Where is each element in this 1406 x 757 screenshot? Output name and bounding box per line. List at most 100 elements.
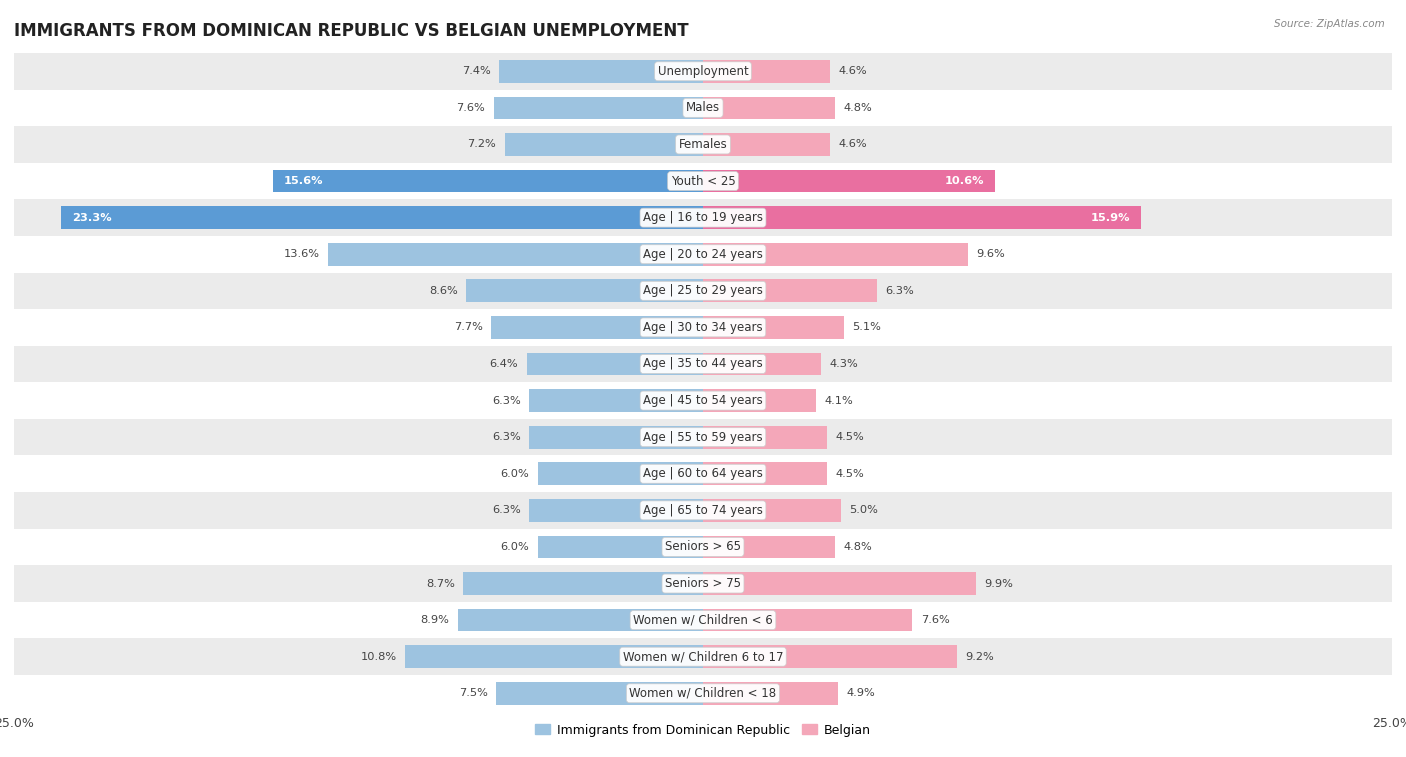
Text: 5.1%: 5.1% xyxy=(852,322,880,332)
Text: 7.7%: 7.7% xyxy=(454,322,482,332)
Bar xyxy=(703,463,827,485)
Bar xyxy=(703,243,967,266)
Bar xyxy=(14,528,1392,565)
Bar xyxy=(60,207,703,229)
Bar xyxy=(491,316,703,338)
Text: 15.9%: 15.9% xyxy=(1091,213,1130,223)
Bar xyxy=(703,572,976,595)
Text: 4.6%: 4.6% xyxy=(838,139,866,149)
Bar xyxy=(527,353,703,375)
Bar xyxy=(273,170,703,192)
Text: 8.6%: 8.6% xyxy=(429,286,458,296)
Text: Age | 20 to 24 years: Age | 20 to 24 years xyxy=(643,248,763,260)
Bar xyxy=(14,53,1392,89)
Bar xyxy=(703,426,827,448)
Text: 4.9%: 4.9% xyxy=(846,688,875,698)
Bar xyxy=(463,572,703,595)
Bar xyxy=(14,89,1392,126)
Text: 6.4%: 6.4% xyxy=(489,359,519,369)
Bar xyxy=(14,236,1392,273)
Text: Women w/ Children < 18: Women w/ Children < 18 xyxy=(630,687,776,699)
Text: Age | 30 to 34 years: Age | 30 to 34 years xyxy=(643,321,763,334)
Text: 7.4%: 7.4% xyxy=(463,67,491,76)
Bar xyxy=(14,638,1392,675)
Text: Age | 65 to 74 years: Age | 65 to 74 years xyxy=(643,504,763,517)
Bar xyxy=(703,609,912,631)
Bar xyxy=(537,536,703,558)
Bar xyxy=(465,279,703,302)
Text: 7.2%: 7.2% xyxy=(468,139,496,149)
Bar xyxy=(703,60,830,83)
Text: Age | 45 to 54 years: Age | 45 to 54 years xyxy=(643,394,763,407)
Text: 9.2%: 9.2% xyxy=(965,652,994,662)
Text: 5.0%: 5.0% xyxy=(849,506,877,516)
Text: Females: Females xyxy=(679,138,727,151)
Bar xyxy=(530,499,703,522)
Bar xyxy=(537,463,703,485)
Text: 6.3%: 6.3% xyxy=(884,286,914,296)
Text: 9.6%: 9.6% xyxy=(976,249,1004,259)
Bar xyxy=(703,279,876,302)
Bar xyxy=(14,273,1392,309)
Bar xyxy=(703,97,835,119)
Bar xyxy=(703,316,844,338)
Text: Women w/ Children < 6: Women w/ Children < 6 xyxy=(633,614,773,627)
Text: 7.6%: 7.6% xyxy=(457,103,485,113)
Text: 6.0%: 6.0% xyxy=(501,542,530,552)
Text: 4.6%: 4.6% xyxy=(838,67,866,76)
Bar xyxy=(499,60,703,83)
Text: 7.6%: 7.6% xyxy=(921,615,949,625)
Bar xyxy=(505,133,703,156)
Bar xyxy=(703,499,841,522)
Bar xyxy=(14,382,1392,419)
Bar xyxy=(14,346,1392,382)
Text: 10.8%: 10.8% xyxy=(361,652,396,662)
Text: IMMIGRANTS FROM DOMINICAN REPUBLIC VS BELGIAN UNEMPLOYMENT: IMMIGRANTS FROM DOMINICAN REPUBLIC VS BE… xyxy=(14,22,689,40)
Bar xyxy=(530,426,703,448)
Text: 4.1%: 4.1% xyxy=(824,396,853,406)
Text: 8.9%: 8.9% xyxy=(420,615,450,625)
Bar xyxy=(14,199,1392,236)
Text: 8.7%: 8.7% xyxy=(426,578,456,588)
Bar xyxy=(703,389,815,412)
Bar xyxy=(328,243,703,266)
Text: Seniors > 65: Seniors > 65 xyxy=(665,540,741,553)
Text: 9.9%: 9.9% xyxy=(984,578,1012,588)
Text: Source: ZipAtlas.com: Source: ZipAtlas.com xyxy=(1274,19,1385,29)
Legend: Immigrants from Dominican Republic, Belgian: Immigrants from Dominican Republic, Belg… xyxy=(530,718,876,742)
Bar xyxy=(703,207,1142,229)
Text: Males: Males xyxy=(686,101,720,114)
Bar xyxy=(703,646,956,668)
Text: 4.5%: 4.5% xyxy=(835,432,865,442)
Text: Age | 25 to 29 years: Age | 25 to 29 years xyxy=(643,285,763,298)
Text: 7.5%: 7.5% xyxy=(460,688,488,698)
Bar xyxy=(14,602,1392,638)
Text: Seniors > 75: Seniors > 75 xyxy=(665,577,741,590)
Text: 6.3%: 6.3% xyxy=(492,432,522,442)
Bar xyxy=(405,646,703,668)
Bar xyxy=(14,565,1392,602)
Text: 4.3%: 4.3% xyxy=(830,359,859,369)
Bar xyxy=(530,389,703,412)
Text: 13.6%: 13.6% xyxy=(284,249,321,259)
Bar xyxy=(703,133,830,156)
Bar xyxy=(703,353,821,375)
Text: Age | 60 to 64 years: Age | 60 to 64 years xyxy=(643,467,763,480)
Bar xyxy=(14,492,1392,528)
Bar xyxy=(14,309,1392,346)
Bar xyxy=(494,97,703,119)
Text: Women w/ Children 6 to 17: Women w/ Children 6 to 17 xyxy=(623,650,783,663)
Text: 6.3%: 6.3% xyxy=(492,506,522,516)
Text: 6.3%: 6.3% xyxy=(492,396,522,406)
Text: 15.6%: 15.6% xyxy=(284,176,323,186)
Bar xyxy=(703,170,995,192)
Bar xyxy=(14,163,1392,199)
Text: 6.0%: 6.0% xyxy=(501,469,530,478)
Text: 4.8%: 4.8% xyxy=(844,103,872,113)
Bar xyxy=(458,609,703,631)
Bar xyxy=(14,675,1392,712)
Text: Youth < 25: Youth < 25 xyxy=(671,175,735,188)
Text: Age | 55 to 59 years: Age | 55 to 59 years xyxy=(643,431,763,444)
Bar xyxy=(14,419,1392,456)
Bar xyxy=(703,682,838,705)
